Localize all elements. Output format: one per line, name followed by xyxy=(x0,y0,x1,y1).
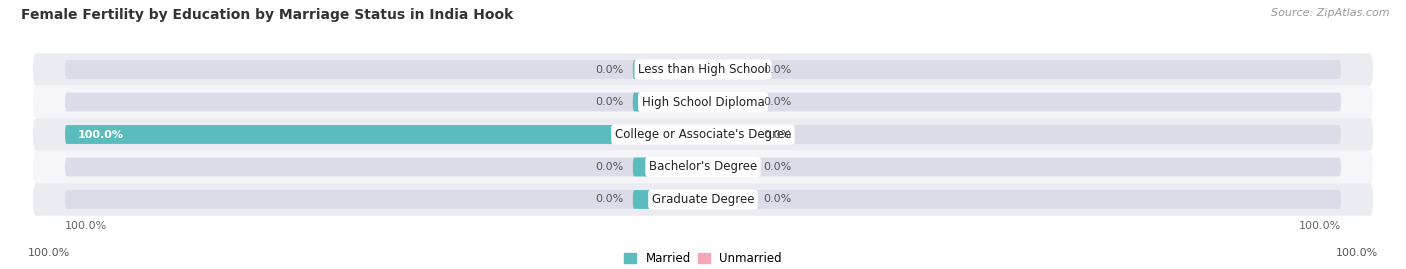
Text: 0.0%: 0.0% xyxy=(595,97,623,107)
Text: 0.0%: 0.0% xyxy=(763,194,792,204)
FancyBboxPatch shape xyxy=(65,158,1341,176)
FancyBboxPatch shape xyxy=(633,60,671,79)
FancyBboxPatch shape xyxy=(633,93,671,111)
Text: Graduate Degree: Graduate Degree xyxy=(652,193,754,206)
Text: Less than High School: Less than High School xyxy=(638,63,768,76)
FancyBboxPatch shape xyxy=(65,125,1341,144)
FancyBboxPatch shape xyxy=(633,190,671,209)
Text: Source: ZipAtlas.com: Source: ZipAtlas.com xyxy=(1271,8,1389,18)
FancyBboxPatch shape xyxy=(65,125,703,144)
FancyBboxPatch shape xyxy=(716,125,754,144)
Text: 0.0%: 0.0% xyxy=(763,65,792,75)
Legend: Married, Unmarried: Married, Unmarried xyxy=(620,247,786,269)
Text: 100.0%: 100.0% xyxy=(77,129,124,140)
Text: Female Fertility by Education by Marriage Status in India Hook: Female Fertility by Education by Marriag… xyxy=(21,8,513,22)
Text: College or Associate's Degree: College or Associate's Degree xyxy=(614,128,792,141)
FancyBboxPatch shape xyxy=(65,190,1341,209)
FancyBboxPatch shape xyxy=(34,53,1372,86)
FancyBboxPatch shape xyxy=(716,93,754,111)
Text: 100.0%: 100.0% xyxy=(1299,221,1341,231)
Text: High School Diploma: High School Diploma xyxy=(641,95,765,108)
Text: 0.0%: 0.0% xyxy=(595,65,623,75)
FancyBboxPatch shape xyxy=(65,93,1341,111)
FancyBboxPatch shape xyxy=(716,190,754,209)
Text: 0.0%: 0.0% xyxy=(595,162,623,172)
FancyBboxPatch shape xyxy=(34,86,1372,118)
Text: Bachelor's Degree: Bachelor's Degree xyxy=(650,161,756,174)
Text: 100.0%: 100.0% xyxy=(65,221,107,231)
FancyBboxPatch shape xyxy=(34,183,1372,216)
Text: 0.0%: 0.0% xyxy=(763,129,792,140)
Text: 0.0%: 0.0% xyxy=(595,194,623,204)
FancyBboxPatch shape xyxy=(65,60,1341,79)
Text: 100.0%: 100.0% xyxy=(28,248,70,258)
FancyBboxPatch shape xyxy=(716,60,754,79)
Text: 100.0%: 100.0% xyxy=(1336,248,1378,258)
Text: 0.0%: 0.0% xyxy=(763,162,792,172)
FancyBboxPatch shape xyxy=(633,158,671,176)
FancyBboxPatch shape xyxy=(716,158,754,176)
FancyBboxPatch shape xyxy=(34,118,1372,151)
FancyBboxPatch shape xyxy=(34,151,1372,183)
Text: 0.0%: 0.0% xyxy=(763,97,792,107)
